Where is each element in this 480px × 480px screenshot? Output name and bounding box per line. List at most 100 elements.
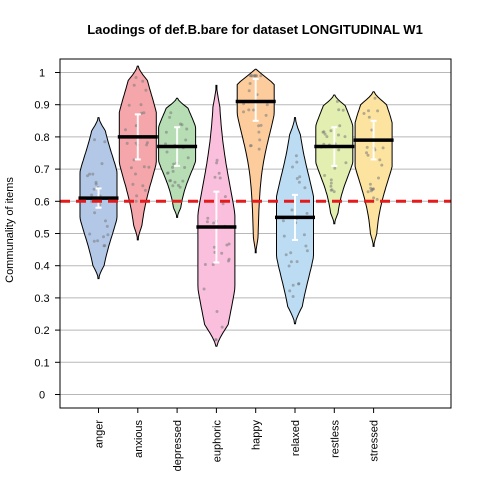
data-point-euphoric (211, 263, 215, 267)
data-point-restless (344, 161, 348, 165)
data-point-restless (335, 100, 339, 103)
data-point-anger (92, 239, 96, 243)
data-point-stressed (381, 146, 385, 150)
y-axis-title: Communality of items (4, 177, 16, 283)
data-point-anxious (145, 143, 149, 147)
data-point-depressed (164, 130, 168, 134)
data-point-depressed (171, 184, 175, 188)
data-point-restless (329, 178, 333, 182)
data-point-anxious (129, 166, 133, 170)
data-point-stressed (378, 158, 382, 162)
axis-layer: anger anxious depressed euphoric happy relaxe… (34, 58, 452, 471)
data-point-stressed (368, 182, 372, 186)
data-point-anxious (142, 165, 146, 169)
data-point-happy (257, 147, 261, 151)
data-point-anger (102, 235, 105, 239)
data-point-relaxed (298, 175, 302, 179)
violin-stressed (354, 91, 393, 247)
data-point-stressed (367, 115, 371, 119)
x-tick-label: stressed (369, 420, 381, 462)
data-point-euphoric (218, 176, 222, 180)
data-point-depressed (164, 142, 167, 146)
data-point-relaxed (291, 283, 295, 287)
data-point-anger (93, 138, 96, 142)
data-point-anger (92, 187, 96, 191)
data-point-depressed (184, 138, 188, 142)
data-point-anxious (134, 199, 138, 203)
data-point-anxious (147, 165, 151, 169)
y-tick-label: 0.5 (34, 229, 49, 241)
data-point-restless (323, 132, 327, 136)
data-point-anger (93, 211, 97, 215)
data-point-anger (90, 193, 94, 197)
data-point-stressed (372, 196, 376, 200)
data-point-euphoric (202, 287, 206, 291)
data-point-anxious (141, 79, 145, 83)
data-point-restless (325, 135, 329, 139)
data-point-anxious (144, 88, 148, 92)
data-point-restless (341, 108, 345, 112)
data-point-anger (88, 172, 92, 176)
data-point-happy (247, 108, 251, 112)
data-point-happy (259, 74, 263, 78)
data-point-restless (338, 124, 342, 128)
data-point-restless (323, 174, 327, 177)
data-point-anxious (139, 103, 143, 107)
data-point-relaxed (295, 160, 299, 164)
data-point-euphoric (227, 257, 231, 261)
y-tick-label: 0.6 (34, 196, 49, 208)
data-point-anxious (132, 83, 136, 87)
data-point-anxious (131, 182, 135, 186)
data-point-restless (329, 188, 333, 192)
x-tick-label: euphoric (211, 420, 223, 463)
data-point-restless (337, 133, 340, 137)
data-point-depressed (165, 150, 169, 154)
data-point-euphoric (223, 195, 227, 199)
data-point-euphoric (220, 325, 224, 329)
data-point-anxious (124, 128, 127, 132)
data-point-anxious (140, 111, 144, 115)
data-point-stressed (365, 145, 369, 149)
data-point-stressed (371, 187, 375, 191)
data-point-happy (248, 74, 252, 78)
data-point-restless (332, 190, 336, 194)
data-point-relaxed (284, 253, 288, 257)
data-point-euphoric (214, 338, 218, 342)
data-point-relaxed (297, 282, 301, 286)
data-point-euphoric (212, 221, 216, 225)
data-point-anger (103, 244, 107, 248)
data-point-anger (88, 232, 92, 236)
data-point-happy (253, 74, 257, 78)
data-point-relaxed (294, 154, 298, 158)
data-point-euphoric (212, 245, 216, 249)
x-tick-label: relaxed (290, 420, 302, 456)
data-point-stressed (365, 151, 368, 155)
data-point-stressed (380, 163, 384, 167)
data-point-restless (329, 181, 333, 185)
data-point-depressed (171, 165, 174, 169)
y-tick-label: 0.8 (34, 132, 49, 144)
y-tick-label: 0.4 (34, 261, 49, 273)
x-tick-label: anxious (133, 420, 145, 458)
data-point-happy (258, 138, 262, 142)
data-point-relaxed (295, 177, 299, 180)
data-point-stressed (362, 112, 366, 115)
data-point-anxious (134, 76, 138, 79)
data-point-anxious (134, 172, 137, 176)
data-point-euphoric (206, 216, 210, 220)
data-point-relaxed (297, 180, 301, 184)
data-point-depressed (169, 111, 173, 115)
data-point-anxious (141, 184, 145, 188)
data-point-happy (257, 130, 261, 134)
data-point-happy (259, 123, 263, 127)
data-point-anxious (145, 141, 149, 145)
data-point-relaxed (304, 244, 308, 248)
data-point-stressed (373, 96, 377, 100)
x-tick-label: depressed (172, 420, 184, 471)
data-point-euphoric (213, 175, 217, 179)
data-point-anger (105, 224, 109, 228)
data-point-euphoric (203, 263, 207, 266)
data-point-depressed (171, 169, 175, 173)
data-point-anger (100, 162, 104, 166)
data-point-anger (91, 172, 95, 176)
